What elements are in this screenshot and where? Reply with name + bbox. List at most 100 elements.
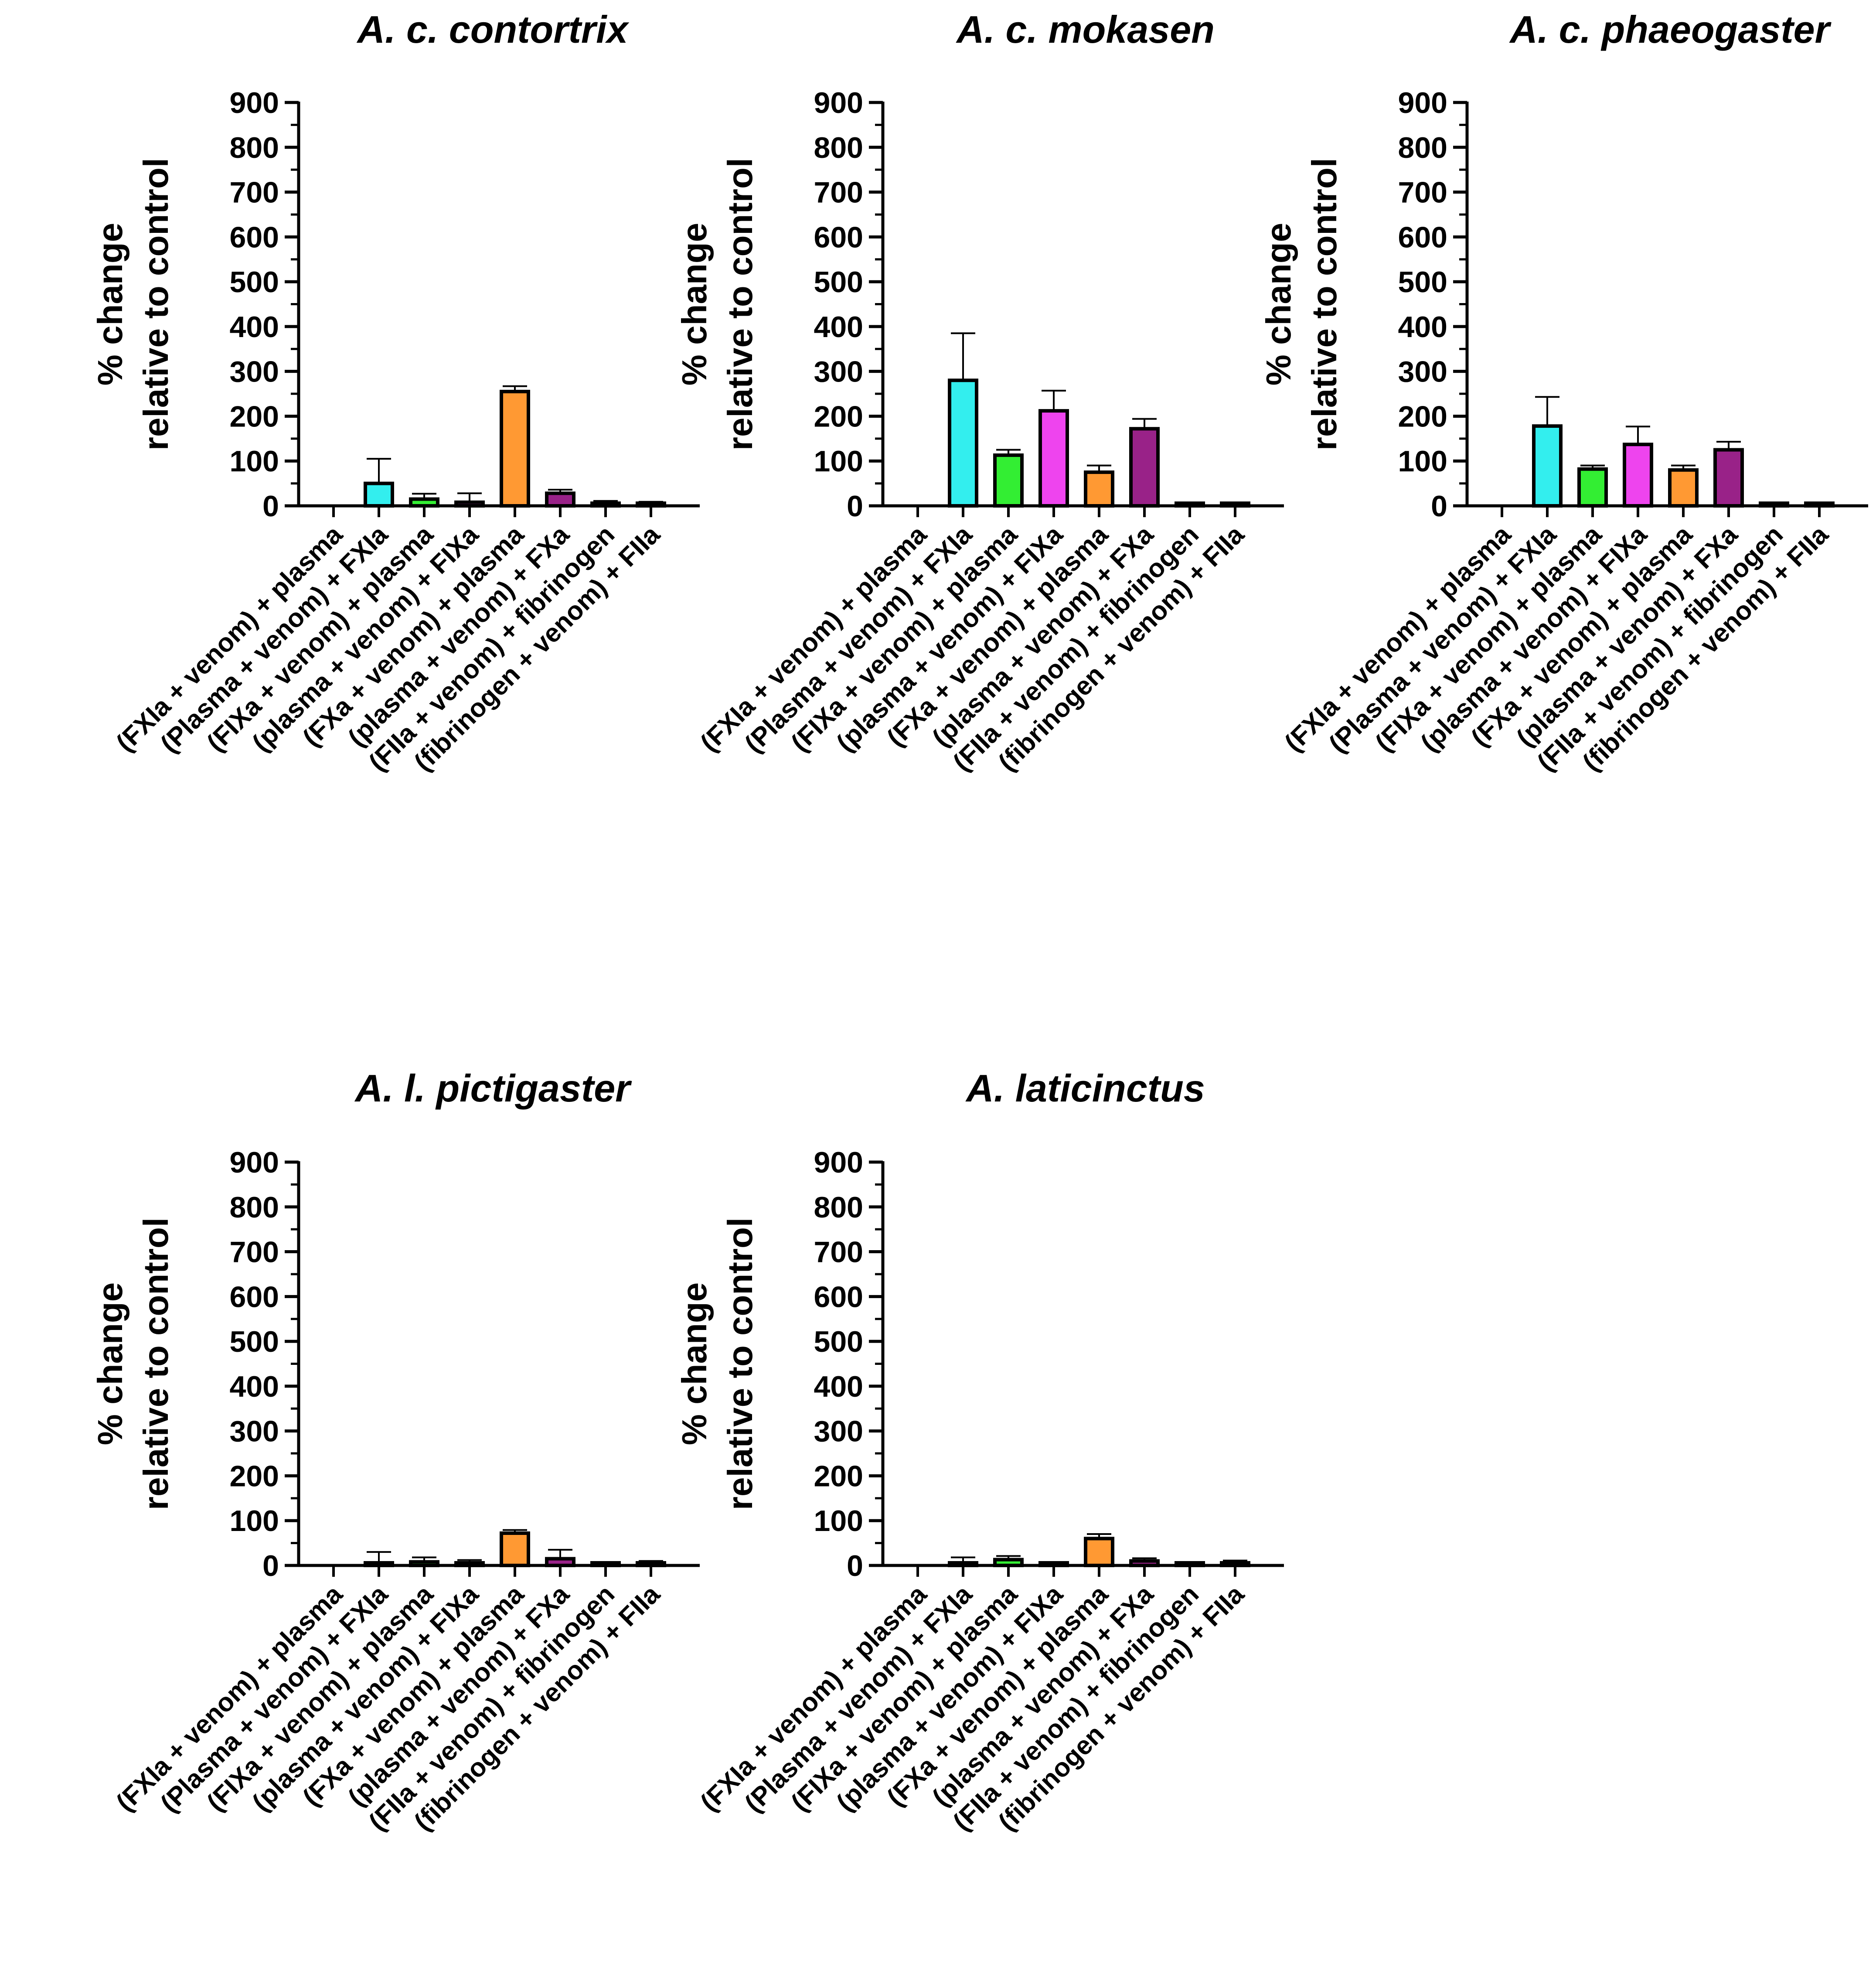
y-axis-title-line-1: % change: [91, 223, 129, 385]
bar: [500, 389, 530, 508]
chart-panel-2: A. c. mokasen % change relative to control…: [675, 8, 1284, 777]
chart-panel-1: A. c. contortrix % change relative to cont…: [91, 8, 700, 777]
y-tick-label: 200: [814, 1459, 863, 1493]
bar: [590, 1561, 621, 1567]
bar: [1129, 427, 1160, 508]
bar: [1668, 468, 1699, 508]
bar: [948, 1561, 978, 1567]
y-tick-label: 100: [814, 445, 863, 478]
y-tick-label: 400: [814, 1370, 863, 1403]
bar: [1577, 467, 1608, 508]
y-tick-label: 500: [230, 1325, 279, 1358]
chart-panel-4: A. l. pictigaster % change relative to con…: [91, 1067, 700, 1836]
y-tick-label: 0: [1431, 490, 1447, 523]
y-tick-label: 200: [814, 400, 863, 433]
y-tick-label: 500: [1398, 266, 1447, 299]
bar: [1713, 448, 1744, 508]
y-axis-title-line-2: relative to control: [136, 1217, 175, 1510]
y-tick-label: 500: [814, 1325, 863, 1358]
y-tick-label: 400: [814, 310, 863, 344]
y-tick-label: 600: [1398, 221, 1447, 254]
bar: [1175, 501, 1205, 508]
bar: [1129, 1559, 1160, 1567]
bar: [1175, 1561, 1205, 1567]
y-axis-title-line-1: % change: [675, 1282, 714, 1445]
y-tick-label: 300: [814, 355, 863, 389]
y-tick-label: 700: [814, 1236, 863, 1269]
bar: [409, 1560, 439, 1568]
y-tick-label: 800: [814, 131, 863, 164]
y-tick-label: 800: [230, 1191, 279, 1224]
y-tick-label: 700: [1398, 176, 1447, 209]
bar: [545, 491, 575, 508]
bar: [454, 1561, 485, 1567]
y-tick-label: 100: [1398, 445, 1447, 478]
y-tick-label: 400: [230, 1370, 279, 1403]
y-tick-label: 500: [814, 266, 863, 299]
y-tick-label: 200: [230, 1459, 279, 1493]
y-tick-label: 300: [1398, 355, 1447, 389]
bar: [590, 501, 621, 508]
bar: [1038, 1561, 1069, 1567]
y-tick-label: 500: [230, 266, 279, 299]
y-tick-label: 800: [230, 131, 279, 164]
y-tick-label: 600: [814, 221, 863, 254]
y-tick-label: 800: [1398, 131, 1447, 164]
y-tick-label: 0: [847, 490, 863, 523]
bar: [409, 497, 439, 508]
y-tick-label: 900: [814, 1146, 863, 1179]
chart-title: A. c. phaeogaster: [1509, 8, 1832, 51]
y-tick-label: 0: [847, 1549, 863, 1582]
y-tick-label: 0: [262, 1549, 279, 1582]
y-tick-label: 300: [230, 355, 279, 389]
y-tick-label: 100: [230, 1504, 279, 1538]
y-axis-title-line-2: relative to control: [721, 1217, 759, 1510]
chart-title: A. l. pictigaster: [354, 1067, 633, 1110]
y-tick-label: 900: [230, 1146, 279, 1179]
bar: [1084, 470, 1114, 508]
y-tick-label: 900: [814, 86, 863, 119]
y-axis-title-line-2: relative to control: [1305, 158, 1344, 450]
bar: [454, 500, 485, 508]
chart-panel-3: A. c. phaeogaster % change relative to con…: [1259, 8, 1868, 777]
y-axis-title-line-2: relative to control: [136, 158, 175, 450]
y-tick-label: 700: [814, 176, 863, 209]
bar: [1038, 409, 1069, 508]
bar: [636, 1561, 666, 1567]
y-tick-label: 100: [230, 445, 279, 478]
y-tick-label: 700: [230, 1236, 279, 1269]
y-tick-label: 700: [230, 176, 279, 209]
chart-title: A. c. mokasen: [956, 8, 1215, 51]
y-axis-title-line-2: relative to control: [721, 158, 759, 450]
bar: [1220, 1561, 1250, 1567]
bar: [500, 1531, 530, 1567]
bar: [1220, 501, 1250, 508]
y-tick-label: 400: [230, 310, 279, 344]
y-tick-label: 300: [230, 1415, 279, 1448]
bar: [364, 481, 394, 508]
y-tick-label: 300: [814, 1415, 863, 1448]
bar: [1804, 501, 1835, 508]
chart-title: A. laticinctus: [965, 1067, 1205, 1110]
y-tick-label: 900: [230, 86, 279, 119]
y-axis-title-line-1: % change: [675, 223, 714, 385]
bar: [1759, 501, 1789, 508]
bar: [993, 1558, 1024, 1568]
y-tick-label: 100: [814, 1504, 863, 1538]
y-tick-label: 400: [1398, 310, 1447, 344]
bar: [1623, 443, 1653, 508]
bar: [1084, 1537, 1114, 1567]
chart-title: A. c. contortrix: [357, 8, 630, 51]
y-axis-title-line-1: % change: [1259, 223, 1298, 385]
bar: [993, 453, 1024, 508]
y-tick-label: 600: [230, 221, 279, 254]
bar: [636, 501, 666, 508]
y-tick-label: 200: [1398, 400, 1447, 433]
bar: [948, 378, 978, 508]
y-tick-label: 800: [814, 1191, 863, 1224]
y-tick-label: 900: [1398, 86, 1447, 119]
bar: [545, 1557, 575, 1567]
bar: [364, 1561, 394, 1567]
bar: [1532, 424, 1563, 508]
